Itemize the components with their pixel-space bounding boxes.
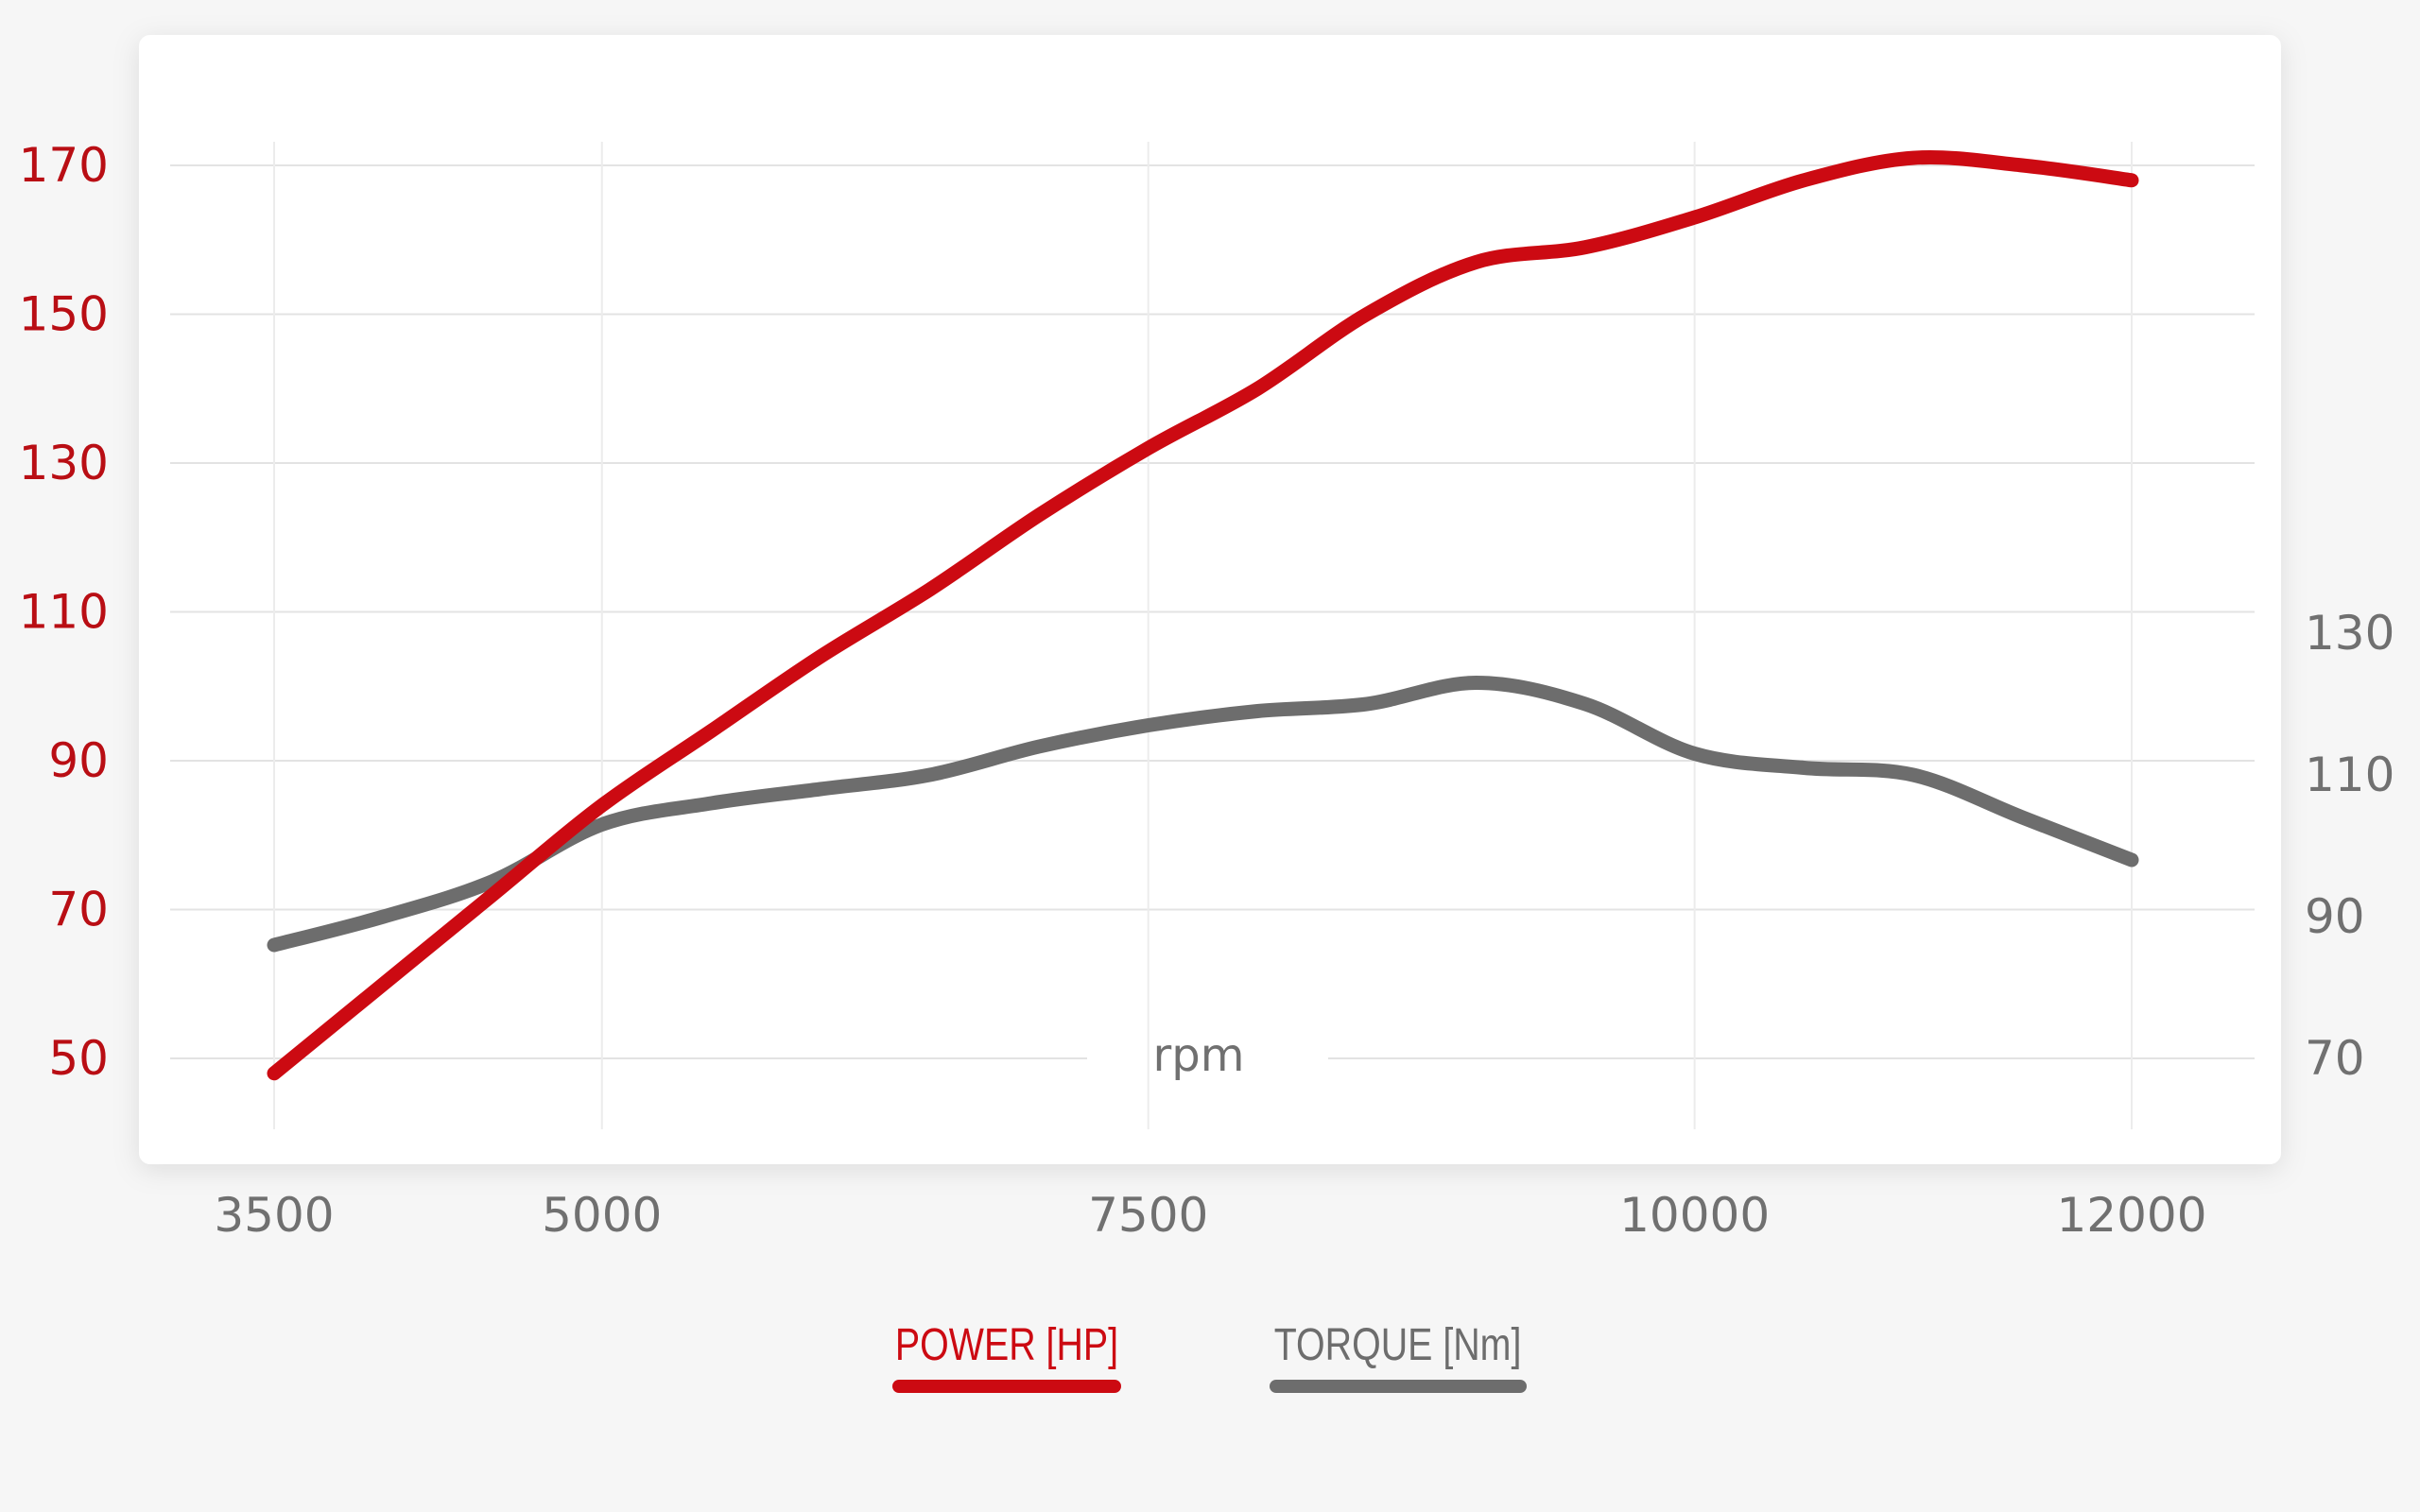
y-right-tick-label: 110 [2305, 747, 2394, 802]
torque-curve-point [820, 789, 821, 790]
legend-item-torque[interactable]: TORQUE [Nm] [1247, 1323, 1548, 1393]
legend-swatch-torque [1270, 1380, 1528, 1393]
power-curve-point [1694, 217, 1695, 218]
plot-card [139, 35, 2281, 1164]
x-tick-label: 12000 [2056, 1188, 2206, 1243]
y-left-tick-label: 90 [48, 733, 109, 788]
chart-legend: POWER [HP] TORQUE [Nm] [0, 1323, 2420, 1393]
power-curve-point [711, 730, 712, 731]
torque-curve-point [929, 775, 930, 776]
power-curve [267, 150, 2139, 1081]
legend-swatch-power [892, 1380, 1122, 1393]
y-right-tick-label: 130 [2305, 606, 2394, 661]
torque-curve-point [383, 917, 384, 918]
y-left-tick-label: 50 [48, 1031, 109, 1086]
power-curve-point [929, 589, 930, 590]
torque-curve [267, 676, 2139, 953]
legend-label-torque: TORQUE [Nm] [1274, 1320, 1522, 1370]
x-tick-label: 7500 [1088, 1188, 1208, 1243]
torque-curve-point [274, 945, 275, 946]
torque-curve-point [2132, 860, 2133, 861]
legend-label-power: POWER [HP] [895, 1320, 1119, 1370]
power-curve-point [820, 656, 821, 657]
torque-curve-point [1148, 725, 1149, 726]
y-left-tick-label: 110 [19, 585, 109, 640]
torque-curve-point [2022, 817, 2023, 818]
x-tick-label: 10000 [1619, 1188, 1770, 1243]
x-tick-label: 5000 [542, 1188, 662, 1243]
torque-curve-point [711, 803, 712, 804]
torque-curve-point [1257, 711, 1258, 712]
x-axis-title: rpm [1153, 1029, 1245, 1082]
power-curve-point [1257, 388, 1258, 389]
y-left-tick-label: 170 [19, 138, 109, 193]
power-curve-point [1476, 262, 1477, 263]
y-left-tick-label: 130 [19, 436, 109, 490]
power-curve-point [383, 984, 384, 985]
power-curve-point [601, 805, 602, 806]
power-curve-point [2022, 165, 2023, 166]
torque-curve-point [1912, 775, 1913, 776]
torque-curve-point [1694, 753, 1695, 754]
y-right-tick-label: 70 [2305, 1031, 2365, 1086]
power-curve-point [274, 1073, 275, 1074]
y-left-tick-label: 70 [48, 883, 109, 937]
power-curve-point [1585, 247, 1586, 248]
torque-curve-point [1804, 767, 1805, 768]
torque-curve-point [1476, 682, 1477, 683]
power-curve-point [1366, 314, 1367, 315]
torque-curve-point [1585, 704, 1586, 705]
power-curve-point [1912, 158, 1913, 159]
y-left-tick-label: 150 [19, 287, 109, 342]
y-right-tick-label: 90 [2305, 889, 2365, 944]
x-tick-label: 3500 [214, 1188, 334, 1243]
torque-curve-point [601, 824, 602, 825]
power-curve-point [1039, 515, 1040, 516]
power-curve-point [1148, 448, 1149, 449]
torque-curve-point [1366, 704, 1367, 705]
legend-item-power[interactable]: POWER [HP] [871, 1323, 1143, 1393]
